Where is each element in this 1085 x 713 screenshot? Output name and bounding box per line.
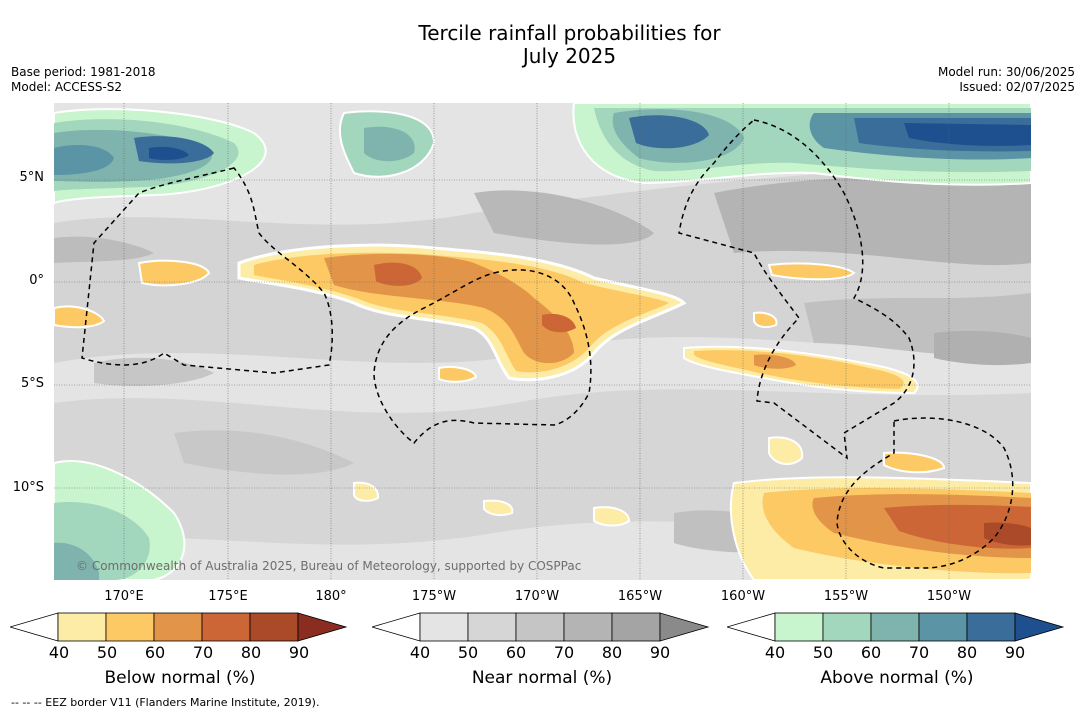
colorbar-tick-label: 50 [457, 643, 479, 662]
lat-label-10s: 10°S [12, 480, 44, 495]
colorbar-segment [57, 612, 107, 642]
colorbar-title-below: Below normal (%) [104, 668, 256, 688]
probability-map: © Commonwealth of Australia 2025, Bureau… [54, 103, 1031, 580]
colorbar-tick-label: 50 [812, 643, 834, 662]
eez-legend: -- -- -- EEZ border V11 (Flanders Marine… [11, 696, 320, 709]
colorbar-tick-label: 60 [505, 643, 527, 662]
meta-right: Model run: 30/06/2025 Issued: 02/07/2025 [938, 65, 1075, 95]
colorbar-extend-high [659, 612, 710, 642]
colorbar-tick-label: 80 [956, 643, 978, 662]
lon-label-175w: 175°W [411, 589, 457, 604]
colorbar-tick-label: 70 [192, 643, 214, 662]
colorbar-segment [467, 612, 517, 642]
colorbar-tick-label: 80 [240, 643, 262, 662]
colorbar-extend-low [727, 612, 776, 642]
graticule [54, 103, 1031, 580]
below-normal-field [54, 243, 1031, 580]
colorbar-tick-label: 60 [144, 643, 166, 662]
colorbar-tick-label: 40 [409, 643, 431, 662]
colorbar-extend-low [10, 612, 59, 642]
colorbar-tick-label: 90 [649, 643, 671, 662]
colorbar-tick-label: 70 [553, 643, 575, 662]
colorbar-below-normal [10, 612, 348, 642]
lat-label-5s: 5°S [20, 376, 44, 391]
above-normal-field [54, 103, 1031, 580]
colorbar-segment [105, 612, 155, 642]
colorbar-segment [918, 612, 968, 642]
issued-date: Issued: 02/07/2025 [959, 80, 1075, 94]
map-svg [54, 103, 1031, 580]
colorbar-segment [870, 612, 920, 642]
colorbar-segment [611, 612, 661, 642]
lon-label-175e: 175°E [208, 589, 248, 604]
lon-label-170w: 170°W [514, 589, 560, 604]
colorbar-segment [153, 612, 203, 642]
colorbar-near-normal [372, 612, 710, 642]
colorbar-above-normal [727, 612, 1065, 642]
chart-title: Tercile rainfall probabilities for July … [0, 22, 1085, 68]
title-line-1: Tercile rainfall probabilities for [418, 21, 721, 45]
copyright-notice: © Commonwealth of Australia 2025, Bureau… [76, 559, 582, 573]
lon-label-160w: 160°W [720, 589, 766, 604]
lat-label-5n: 5°N [19, 170, 45, 185]
eez-borders [81, 119, 1014, 569]
model-run: Model run: 30/06/2025 [937, 65, 1075, 79]
base-period: Base period: 1981-2018 [11, 65, 156, 79]
colorbar-extend-low [372, 612, 421, 642]
lon-label-165w: 165°W [617, 589, 663, 604]
colorbar-title-near: Near normal (%) [471, 668, 613, 688]
colorbar-segment [419, 612, 469, 642]
colorbar-tick-label: 60 [860, 643, 882, 662]
colorbar-segment [774, 612, 824, 642]
colorbar-tick-label: 90 [1004, 643, 1026, 662]
colorbar-segment [966, 612, 1016, 642]
model-name: Model: ACCESS-S2 [11, 80, 123, 94]
lon-label-155w: 155°W [823, 589, 869, 604]
lon-label-180: 180° [315, 589, 347, 604]
lon-label-170e: 170°E [104, 589, 144, 604]
lat-label-0: 0° [29, 273, 44, 288]
colorbar-tick-label: 80 [601, 643, 623, 662]
title-line-2: July 2025 [522, 44, 617, 68]
colorbar-segment [822, 612, 872, 642]
colorbar-segment [201, 612, 251, 642]
colorbar-tick-label: 50 [96, 643, 118, 662]
lon-label-150w: 150°W [926, 589, 972, 604]
colorbar-extend-high [297, 612, 348, 642]
colorbar-tick-label: 40 [764, 643, 786, 662]
colorbar-title-above: Above normal (%) [820, 668, 974, 688]
colorbar-segment [249, 612, 299, 642]
colorbar-tick-label: 40 [48, 643, 70, 662]
colorbar-extend-high [1014, 612, 1065, 642]
colorbar-segment [563, 612, 613, 642]
colorbar-tick-label: 70 [908, 643, 930, 662]
colorbar-segment [515, 612, 565, 642]
meta-left: Base period: 1981-2018 Model: ACCESS-S2 [11, 65, 156, 95]
colorbar-tick-label: 90 [288, 643, 310, 662]
